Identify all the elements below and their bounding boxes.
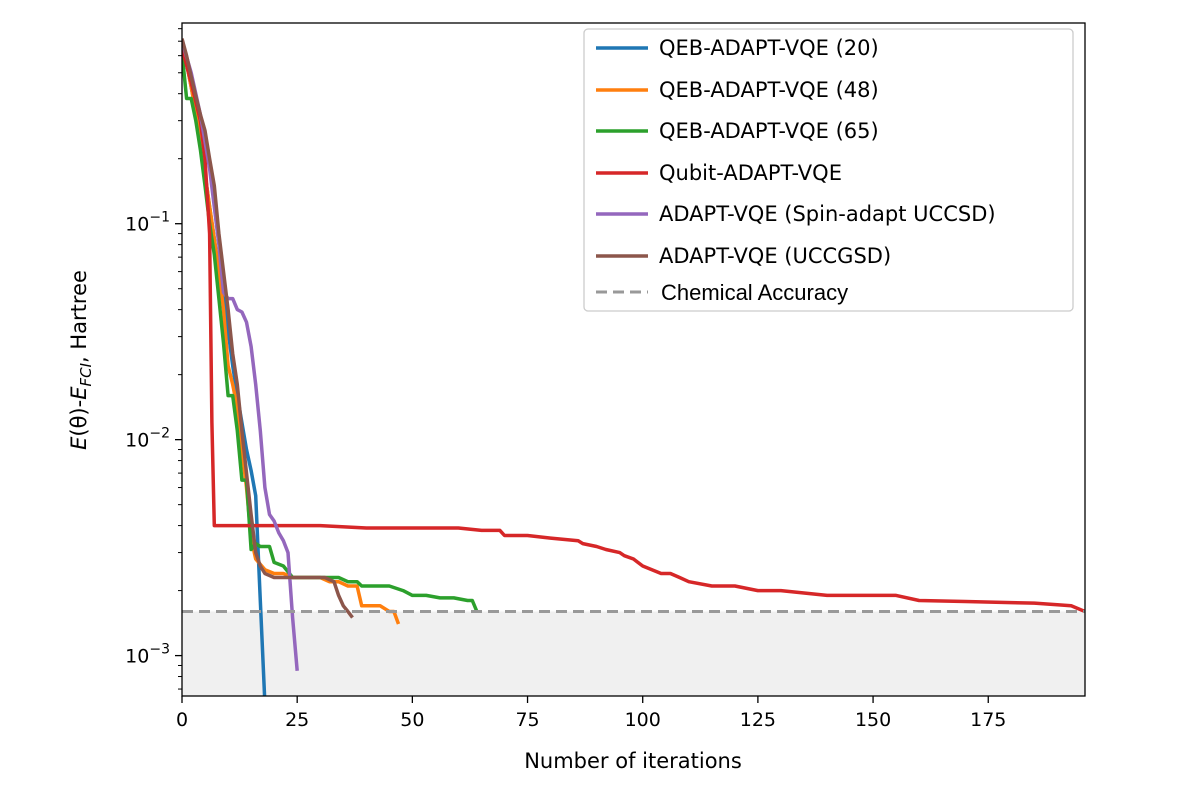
legend-label-uccgsd: ADAPT-VQE (UCCGSD) xyxy=(659,244,891,268)
y-axis-label: E(θ)-EFCI, Hartree xyxy=(67,270,95,450)
y-label-efci: E xyxy=(67,386,91,400)
x-axis-ticks: 0 25 50 75 100 125 150 175 xyxy=(176,696,1006,731)
y-axis-ticks: 10−3 10−2 10−1 xyxy=(125,28,182,690)
y-tick-label: 10−1 xyxy=(125,210,170,236)
y-label-sub: FCI xyxy=(77,362,95,386)
y-label-e: E xyxy=(67,436,91,450)
legend-label-qeb-65: QEB-ADAPT-VQE (65) xyxy=(659,119,879,143)
y-label-theta: (θ)- xyxy=(67,400,91,437)
x-tick-label: 75 xyxy=(515,709,539,731)
chemical-accuracy-region xyxy=(182,611,1085,696)
legend-label-qeb-48: QEB-ADAPT-VQE (48) xyxy=(659,78,879,102)
y-tick-label: 10−3 xyxy=(125,642,170,668)
series-line-qeb-adapt-vqe-65 xyxy=(182,52,479,613)
series-line-qubit-adapt-vqe xyxy=(182,47,1085,614)
x-tick-label: 175 xyxy=(970,709,1006,731)
x-axis-label: Number of iterations xyxy=(524,749,742,773)
x-tick-label: 50 xyxy=(400,709,424,731)
legend-label-qubit: Qubit-ADAPT-VQE xyxy=(659,161,842,185)
legend-box xyxy=(583,28,1074,312)
x-tick-label: 125 xyxy=(740,709,776,731)
plot-frame xyxy=(181,22,1086,697)
legend-label-chemical-accuracy: Chemical Accuracy xyxy=(661,280,848,305)
x-tick-label: 100 xyxy=(625,709,661,731)
series-group xyxy=(182,38,1085,696)
series-line-adapt-vqe-uccgsd xyxy=(182,38,354,619)
y-label-rest: , Hartree xyxy=(67,270,91,363)
legend-label-spin-adapt: ADAPT-VQE (Spin-adapt UCCSD) xyxy=(659,202,996,226)
y-tick-label: 10−2 xyxy=(125,426,170,452)
legend: QEB-ADAPT-VQE (20) QEB-ADAPT-VQE (48) QE… xyxy=(583,28,1074,312)
x-tick-label: 150 xyxy=(855,709,891,731)
legend-label-qeb-20: QEB-ADAPT-VQE (20) xyxy=(659,36,879,60)
series-line-adapt-vqe-spin-adapt-uccsd xyxy=(182,40,299,671)
x-tick-label: 25 xyxy=(285,709,309,731)
x-tick-label: 0 xyxy=(176,709,188,731)
